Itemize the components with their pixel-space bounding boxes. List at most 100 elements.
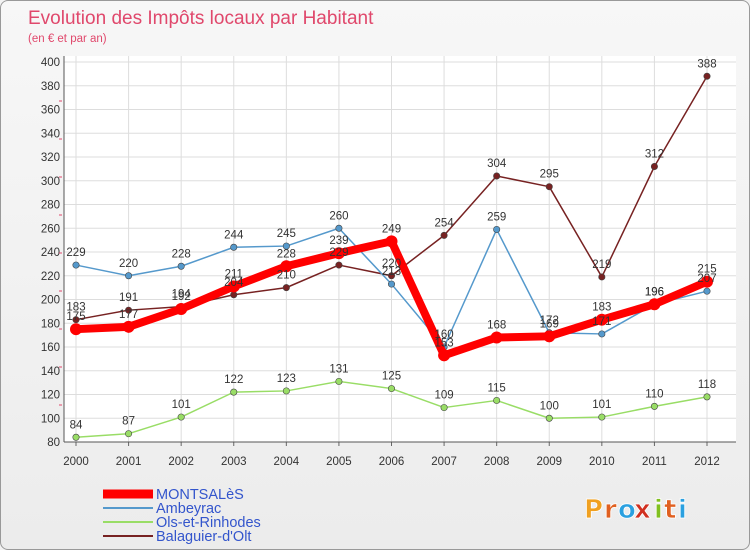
chart-title: Evolution des Impôts locaux par Habitant: [28, 8, 374, 29]
data-label: 207: [697, 273, 716, 285]
y-tick-label: 220: [41, 271, 60, 283]
data-label: 123: [277, 373, 296, 385]
data-label: 100: [540, 400, 559, 412]
series-point: [387, 385, 395, 393]
data-label: 312: [645, 149, 664, 161]
series-point: [703, 393, 711, 401]
y-tick-label: 180: [41, 318, 60, 330]
series-point: [493, 172, 501, 180]
data-label: 84: [70, 419, 83, 431]
logo-letter: o: [618, 495, 636, 525]
data-label: 101: [172, 399, 191, 411]
data-label: 175: [66, 311, 85, 323]
data-label: 160: [434, 329, 453, 341]
x-tick-label: 2005: [326, 456, 352, 468]
y-tick-label: 300: [41, 176, 60, 188]
legend-label: Balaguier-d'Olt: [156, 529, 251, 545]
series-point: [648, 298, 661, 311]
legend: MONTSALèSAmbeyracOls-et-RinhodesBalaguie…: [103, 487, 261, 545]
x-tick-label: 2000: [63, 456, 89, 468]
series-point: [177, 413, 185, 421]
data-label: 244: [224, 229, 244, 241]
series-point: [335, 261, 343, 269]
data-label: 249: [382, 223, 401, 235]
x-tick-label: 2012: [694, 456, 720, 468]
data-label: 260: [329, 210, 348, 222]
series-point: [703, 72, 711, 80]
data-label: 196: [645, 286, 664, 298]
x-tick-label: 2007: [431, 456, 457, 468]
x-tick-label: 2008: [484, 456, 510, 468]
series-point: [125, 430, 133, 438]
data-label: 122: [224, 374, 243, 386]
data-label: 215: [697, 264, 716, 276]
data-label: 259: [487, 211, 506, 223]
series-point: [701, 275, 713, 288]
data-label: 239: [329, 235, 348, 247]
logo-letter: x: [634, 495, 651, 525]
series-point: [545, 183, 553, 191]
data-label: 125: [382, 371, 401, 383]
series-point: [385, 235, 398, 248]
y-tick-label: 340: [41, 128, 60, 140]
series-point: [280, 260, 293, 273]
y-tick-label: 380: [41, 81, 60, 93]
series-point: [387, 272, 395, 280]
series-point: [440, 404, 448, 412]
data-label: 204: [224, 277, 244, 289]
data-label: 219: [592, 259, 611, 271]
data-label: 229: [66, 247, 85, 259]
y-tick-label: 260: [41, 223, 60, 235]
series-point: [122, 320, 135, 333]
data-label: 169: [540, 318, 559, 330]
data-label: 304: [487, 158, 507, 170]
logo-letter: i: [678, 495, 687, 525]
grid-layer: [64, 56, 736, 443]
series-point: [227, 280, 240, 293]
x-tick-label: 2011: [642, 456, 667, 468]
logo-letter: i: [654, 495, 663, 525]
data-label: 101: [592, 399, 611, 411]
series-point: [125, 272, 133, 280]
legend-label: Ols-et-Rinhodes: [156, 515, 261, 531]
series-point: [175, 303, 188, 315]
series-point: [490, 331, 503, 344]
chart-subtitle: (en € et par an): [28, 33, 107, 45]
series-point: [335, 224, 343, 232]
series-point: [72, 316, 80, 324]
series-point: [387, 280, 395, 288]
data-label: 153: [434, 337, 453, 349]
data-label: 131: [329, 363, 348, 375]
x-tick-label: 2002: [168, 456, 194, 468]
data-label: 295: [540, 169, 559, 181]
data-label: 196: [645, 286, 664, 298]
data-label: 211: [225, 268, 243, 280]
data-label: 388: [697, 58, 716, 70]
data-label: 191: [119, 292, 138, 304]
data-label: 220: [119, 258, 138, 270]
y-tick-label: 80: [47, 437, 60, 449]
data-label: 220: [382, 258, 401, 270]
plot-background: [64, 56, 736, 442]
series-point: [177, 262, 185, 270]
y-tick-label: 140: [41, 366, 60, 378]
series-point: [282, 242, 290, 250]
series-point: [595, 313, 608, 326]
y-tick-label: 320: [41, 152, 60, 164]
data-label: 171: [592, 316, 611, 328]
x-tick-label: 2006: [379, 456, 405, 468]
data-label: 210: [277, 270, 296, 282]
series-point: [650, 163, 658, 171]
series-point: [70, 323, 82, 336]
x-tick-label: 2001: [116, 456, 142, 468]
data-label: 118: [698, 379, 716, 391]
series-point: [72, 261, 80, 269]
series-point: [125, 306, 133, 314]
data-label: 228: [172, 248, 191, 260]
series-point: [703, 287, 711, 295]
data-label: 228: [277, 248, 296, 260]
series-point: [230, 243, 238, 251]
data-label: 183: [592, 302, 611, 314]
